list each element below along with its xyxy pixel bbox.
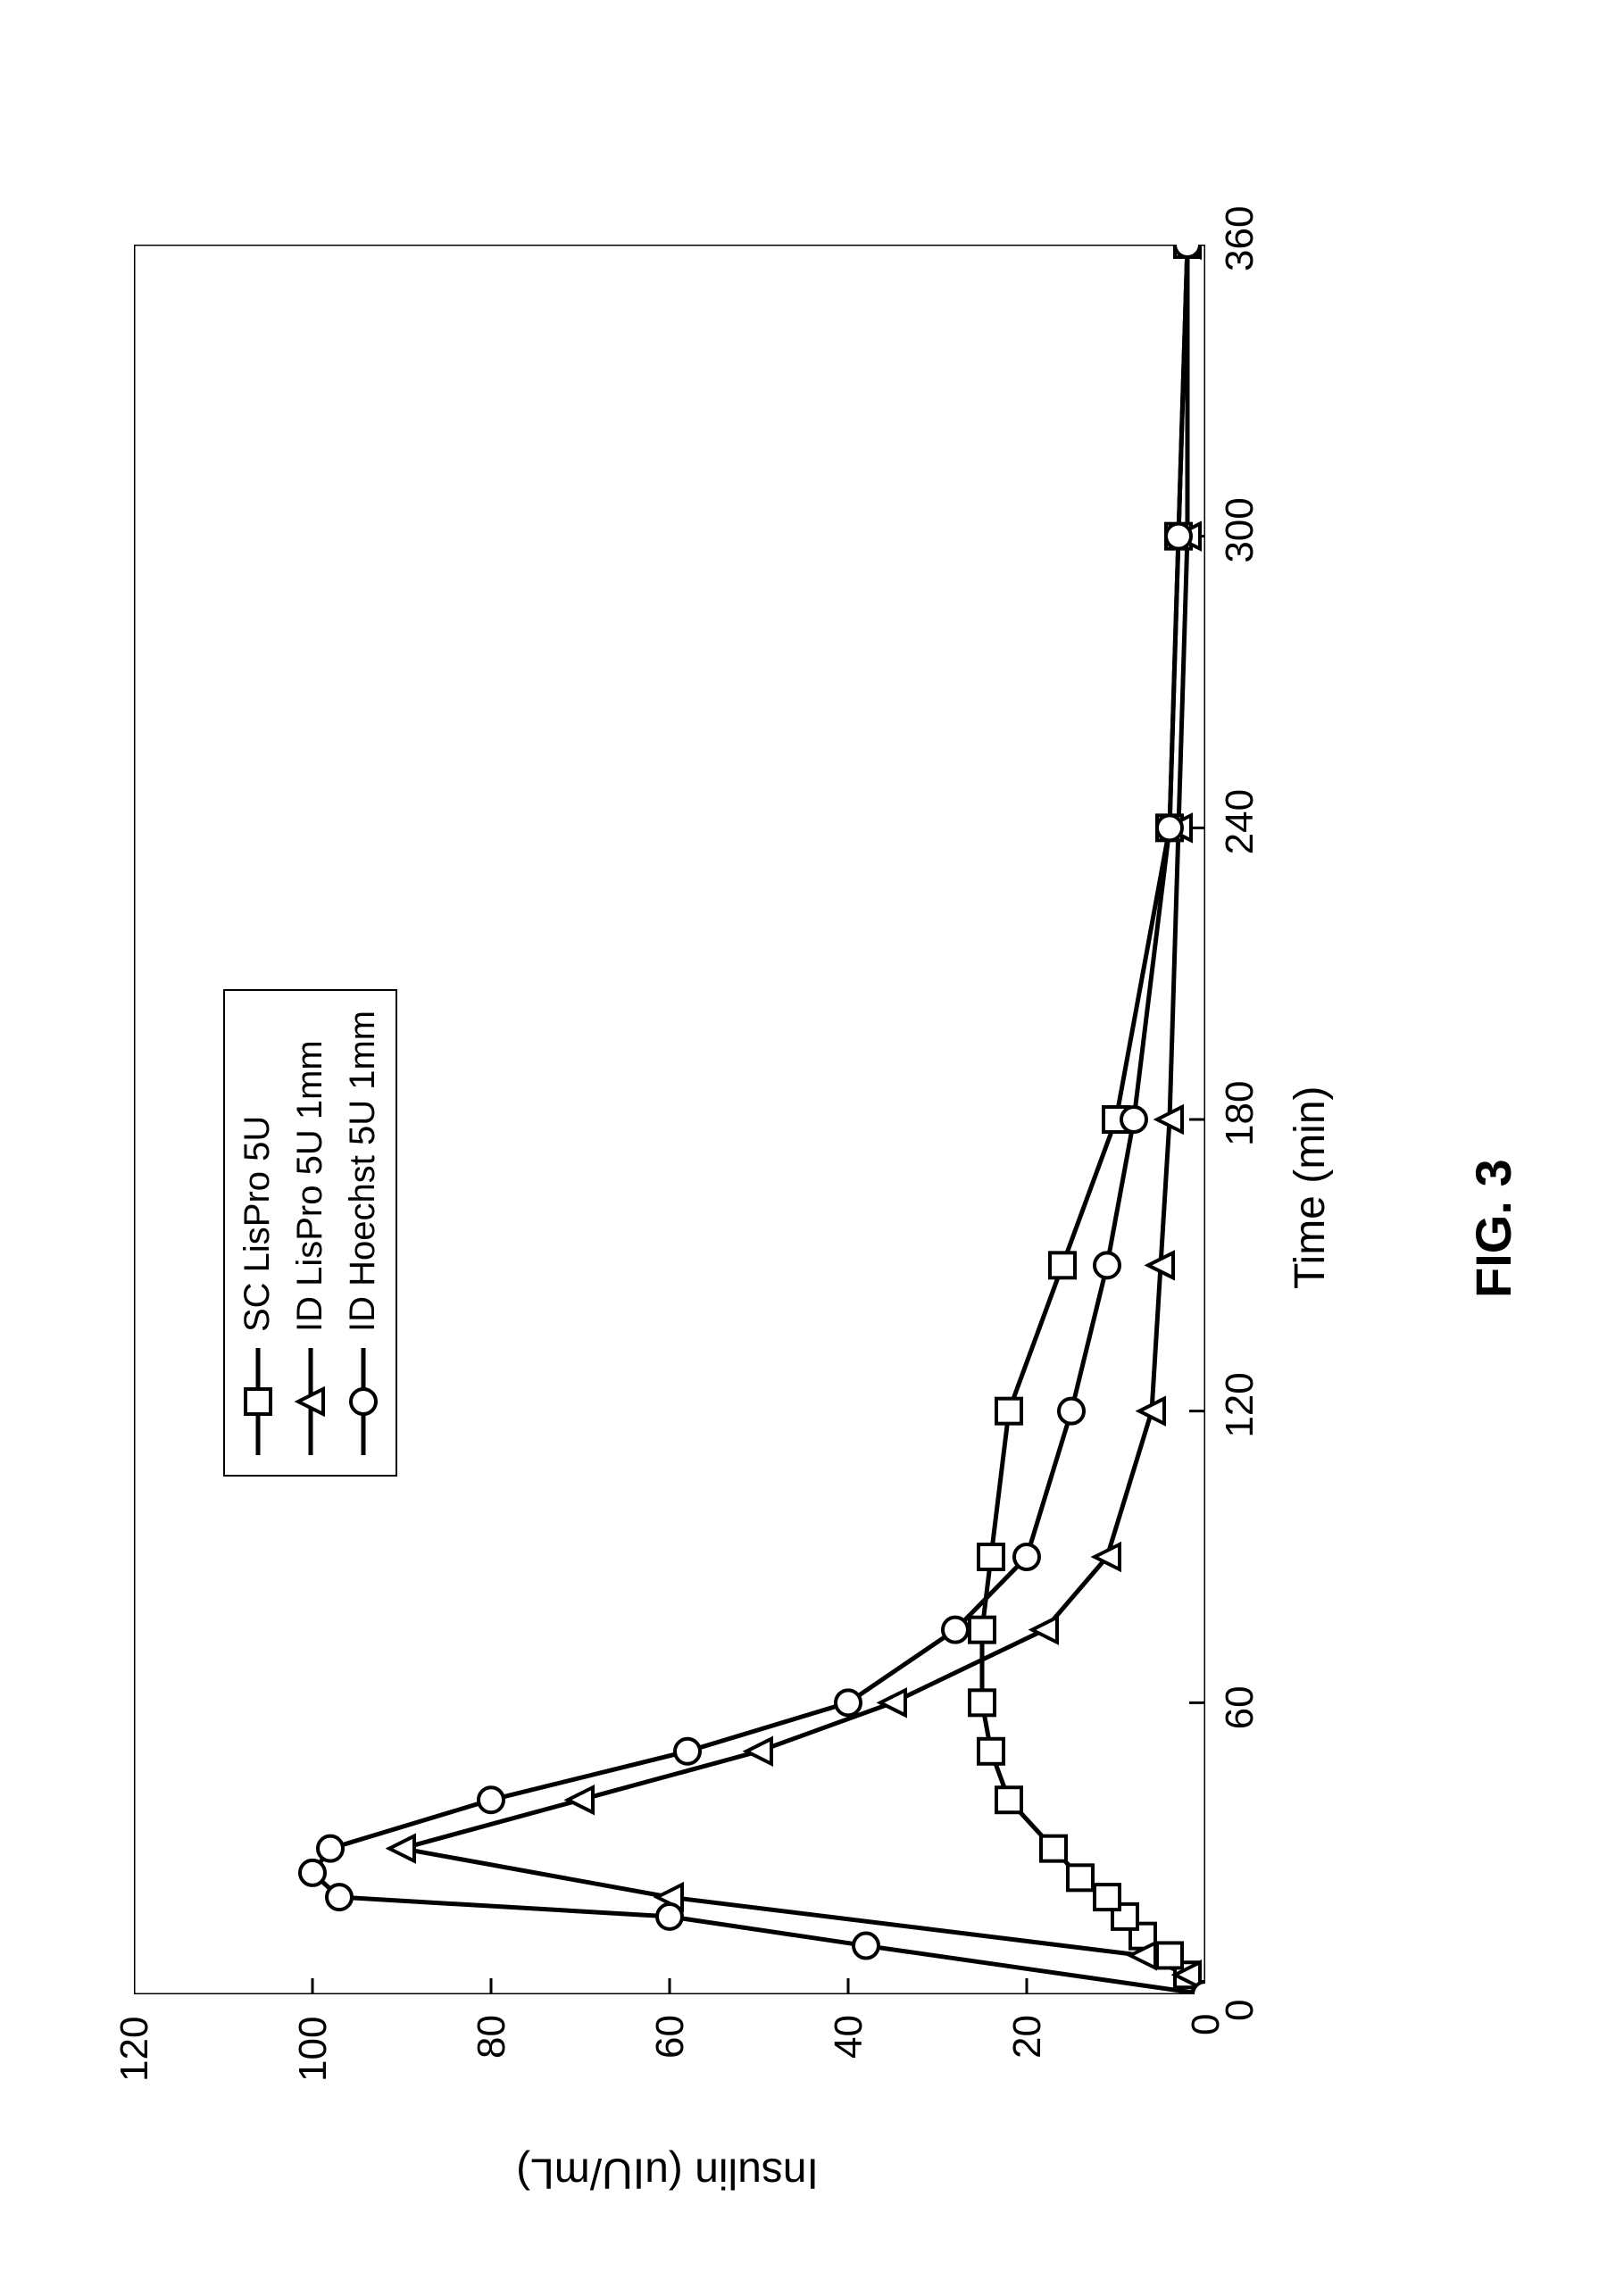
y-axis-label: Insulin (uIU/mL) [489, 2149, 846, 2198]
x-tick: 240 [1218, 789, 1262, 854]
chart-container: Insulin (uIU/mL) Time (min) 0 60 120 180 240… [0, 0, 1624, 2280]
y-tick: 0 [1184, 2014, 1228, 2035]
y-tick: 120 [112, 2017, 157, 2082]
legend-label: SC LisPro 5U [237, 1116, 278, 1332]
figure-caption: FIG. 3 [1464, 1159, 1522, 1298]
legend-label: ID Hoechst 5U 1mm [343, 1011, 383, 1332]
y-tick: 60 [648, 2015, 693, 2059]
page: Insulin (uIU/mL) Time (min) 0 60 120 180 240… [0, 0, 1624, 2280]
x-axis-label: Time (min) [1286, 1086, 1335, 1289]
legend-swatch [240, 1348, 276, 1455]
y-tick: 20 [1005, 2015, 1050, 2059]
legend-swatch [293, 1348, 329, 1455]
x-tick: 360 [1218, 206, 1262, 271]
x-tick: 300 [1218, 497, 1262, 562]
legend-entry: ID Hoechst 5U 1mm [343, 1011, 383, 1455]
x-tick: 180 [1218, 1081, 1262, 1146]
legend-swatch [346, 1348, 381, 1455]
legend-entry: SC LisPro 5U [237, 1011, 278, 1455]
legend-label: ID LisPro 5U 1mm [290, 1040, 330, 1332]
landscape-container: Insulin (uIU/mL) Time (min) 0 60 120 180 240… [0, 0, 1624, 2280]
y-tick: 100 [291, 2017, 336, 2082]
y-tick: 80 [470, 2015, 514, 2059]
y-tick: 40 [827, 2015, 871, 2059]
legend: SC LisPro 5U ID LisPro 5U 1mm ID Hoechst 5… [223, 989, 397, 1477]
x-tick: 120 [1218, 1372, 1262, 1437]
x-tick: 60 [1218, 1685, 1262, 1729]
legend-entry: ID LisPro 5U 1mm [290, 1011, 330, 1455]
